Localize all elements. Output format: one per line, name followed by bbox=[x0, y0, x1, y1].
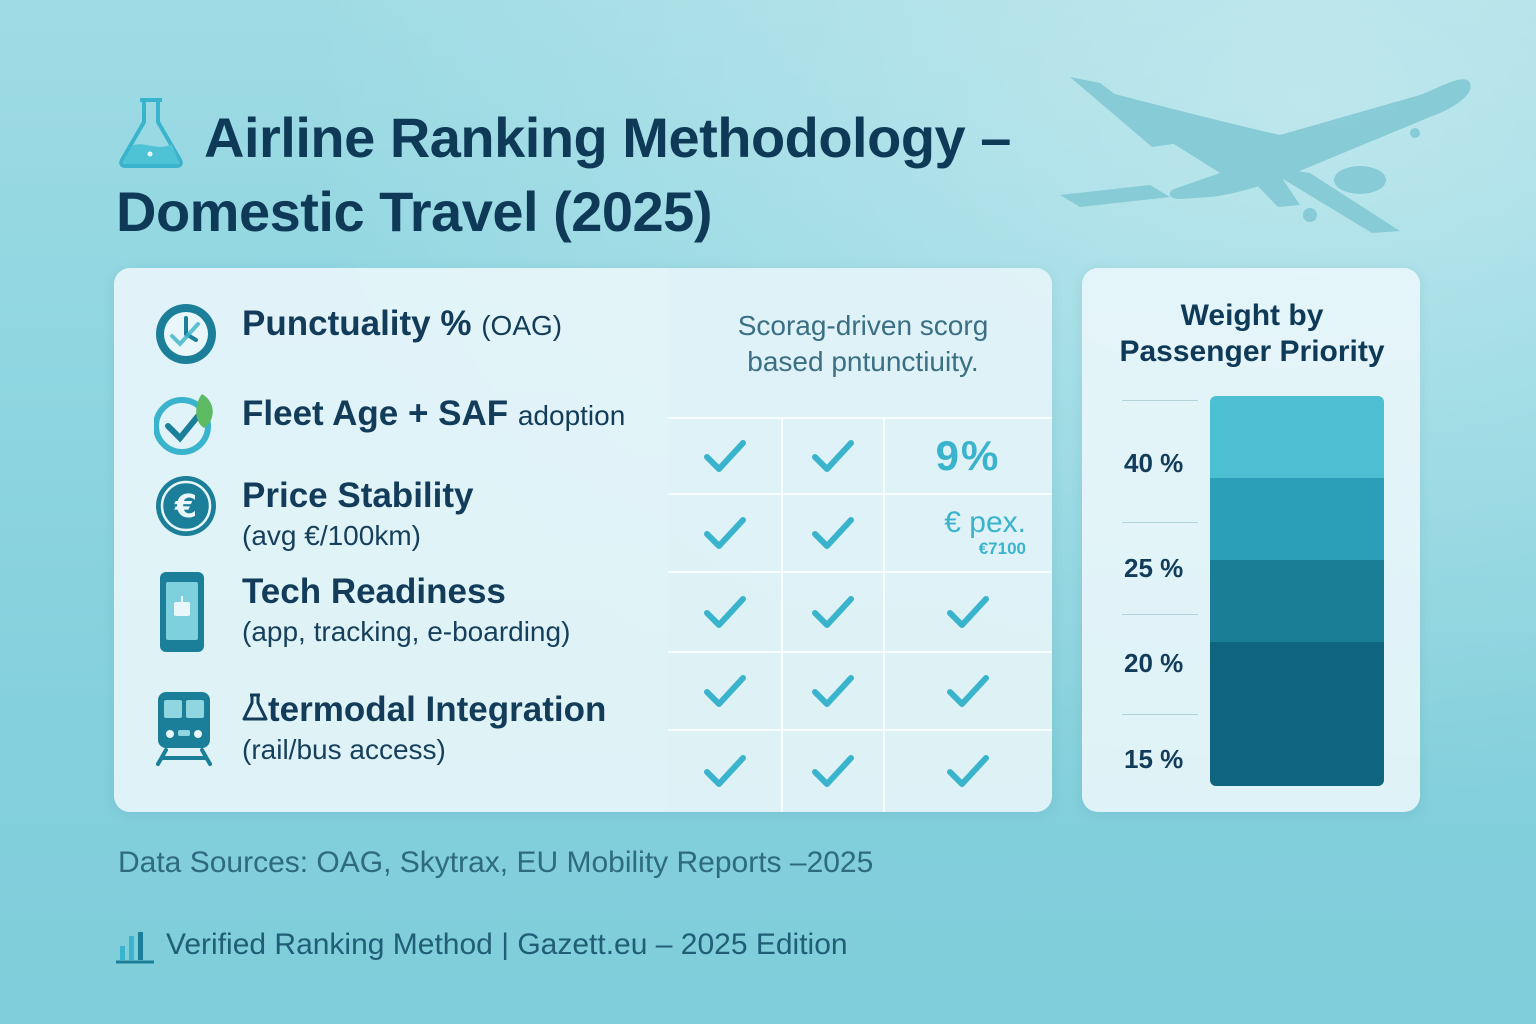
check-icon bbox=[947, 596, 989, 628]
svg-text:€: € bbox=[174, 487, 197, 525]
weight-segment-20 bbox=[1210, 560, 1384, 642]
flask-icon bbox=[242, 690, 268, 721]
euro-icon: € bbox=[156, 476, 216, 536]
check-icon bbox=[812, 675, 854, 707]
grid-cell-value: € pex. bbox=[944, 506, 1026, 539]
grid-header: Scorag-driven scorg based pntunctiuity. bbox=[688, 308, 1038, 380]
criterion-title: Price Stability bbox=[242, 476, 474, 515]
grid-cell-subvalue: €7100 bbox=[978, 539, 1026, 558]
check-icon bbox=[812, 440, 854, 472]
weights-title-line1: Weight by bbox=[1180, 299, 1324, 332]
page-title: Airline Ranking Methodology – bbox=[204, 106, 1011, 169]
grid-cell bbox=[782, 494, 884, 572]
grid-cell bbox=[668, 730, 782, 812]
check-icon bbox=[812, 596, 854, 628]
weights-card: Weight by Passenger Priority 40 % 25 % 2… bbox=[1082, 268, 1420, 812]
gridline bbox=[1122, 522, 1198, 523]
grid-cell bbox=[884, 730, 1052, 812]
gridline bbox=[1122, 614, 1198, 615]
grid-cell bbox=[782, 652, 884, 730]
grid-lines bbox=[668, 417, 1052, 812]
weight-stack bbox=[1210, 396, 1384, 786]
grid-header-line1: Scorag-driven scorg bbox=[737, 310, 989, 341]
grid-cell: € pex. €7100 bbox=[884, 494, 1052, 572]
criterion-title: termodal Integration bbox=[268, 690, 607, 729]
grid-cell: 9% bbox=[884, 418, 1052, 494]
weight-label: 40 % bbox=[1124, 448, 1184, 478]
grid-cell bbox=[884, 652, 1052, 730]
weight-segment-25 bbox=[1210, 478, 1384, 560]
bar-chart-icon bbox=[116, 932, 154, 964]
criterion-note: (OAG) bbox=[481, 310, 563, 341]
grid-cell bbox=[782, 730, 884, 812]
grid-cell bbox=[782, 572, 884, 652]
grid-cell bbox=[884, 572, 1052, 652]
weight-label: 25 % bbox=[1124, 553, 1184, 583]
check-icon bbox=[812, 517, 854, 549]
clock-icon bbox=[156, 304, 216, 364]
smartphone-icon bbox=[160, 572, 204, 652]
check-icon bbox=[704, 596, 746, 628]
gridline bbox=[1122, 714, 1198, 715]
weight-segment-15 bbox=[1210, 642, 1384, 786]
check-icon bbox=[704, 517, 746, 549]
weight-label: 20 % bbox=[1124, 648, 1184, 678]
weight-segment-40 bbox=[1210, 396, 1384, 478]
grid-header-line2: based pntunctiuity. bbox=[747, 346, 979, 377]
page-title-line2: Domestic Travel (2025) bbox=[116, 180, 712, 243]
check-icon bbox=[947, 675, 989, 707]
criterion-subtitle: (avg €/100km) bbox=[242, 520, 421, 551]
grid-cell bbox=[782, 418, 884, 494]
weight-label: 15 % bbox=[1124, 744, 1184, 774]
check-icon bbox=[812, 755, 854, 787]
criterion-note: adoption bbox=[517, 400, 626, 431]
check-icon bbox=[704, 440, 746, 472]
leaf-check-icon bbox=[154, 394, 213, 455]
grid-cell bbox=[668, 652, 782, 730]
airplane-icon bbox=[1060, 77, 1471, 233]
criterion-title: Fleet Age + SAF bbox=[242, 394, 509, 433]
check-icon bbox=[704, 755, 746, 787]
check-icon bbox=[947, 755, 989, 787]
train-icon bbox=[156, 692, 212, 766]
flask-icon bbox=[119, 98, 183, 168]
footer-text: Verified Ranking Method | Gazett.eu – 20… bbox=[166, 928, 848, 961]
criterion-title: Tech Readiness bbox=[242, 572, 506, 611]
score-grid: Scorag-driven scorg based pntunctiuity. … bbox=[668, 268, 1052, 812]
criterion-title: Punctuality % bbox=[242, 304, 472, 343]
grid-cell bbox=[668, 418, 782, 494]
criterion-subtitle: (rail/bus access) bbox=[242, 734, 446, 765]
methodology-card: Punctuality % (OAG) Fleet Age + SAF adop… bbox=[114, 268, 1052, 812]
grid-cell bbox=[668, 494, 782, 572]
grid-cell-value: 9% bbox=[935, 432, 1001, 479]
criteria-list: Punctuality % (OAG) Fleet Age + SAF adop… bbox=[114, 268, 674, 812]
weights-title: Weight by Passenger Priority bbox=[1102, 298, 1402, 370]
weights-title-line2: Passenger Priority bbox=[1119, 335, 1385, 368]
grid-cell bbox=[668, 572, 782, 652]
criterion-subtitle: (app, tracking, e-boarding) bbox=[242, 616, 571, 647]
data-sources: Data Sources: OAG, Skytrax, EU Mobility … bbox=[118, 846, 874, 879]
check-icon bbox=[704, 675, 746, 707]
gridline bbox=[1122, 400, 1198, 401]
